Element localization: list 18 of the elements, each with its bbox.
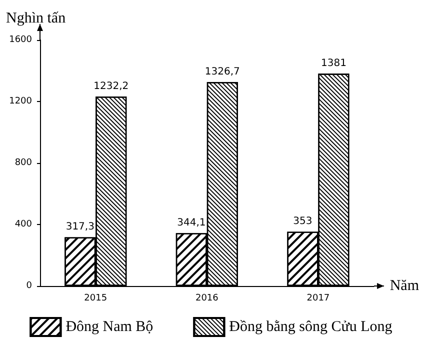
y-tick-label: 800 [14, 158, 32, 168]
data-label: 1326,7 [204, 66, 240, 78]
x-tick-label: 2016 [195, 294, 219, 304]
x-tick-label: 2017 [306, 294, 330, 304]
data-label: 317,3 [66, 222, 94, 233]
data-label: 1232,2 [94, 81, 129, 92]
data-label: 344,1 [177, 218, 206, 229]
y-tick-label: 1200 [9, 96, 32, 106]
data-label: 353 [293, 216, 312, 228]
legend-label: Đồng bằng sông Cửu Long [229, 319, 393, 335]
y-tick-label: 0 [26, 281, 32, 291]
x-tick-label: 2015 [84, 294, 108, 304]
y-axis-title: Nghìn tấn [6, 10, 66, 26]
y-tick-label: 1600 [9, 35, 32, 45]
data-label: 1381 [320, 58, 346, 70]
y-tick-label: 400 [14, 220, 32, 230]
x-axis-title: Năm [390, 278, 420, 294]
legend-label: Đông Nam Bộ [66, 319, 154, 335]
